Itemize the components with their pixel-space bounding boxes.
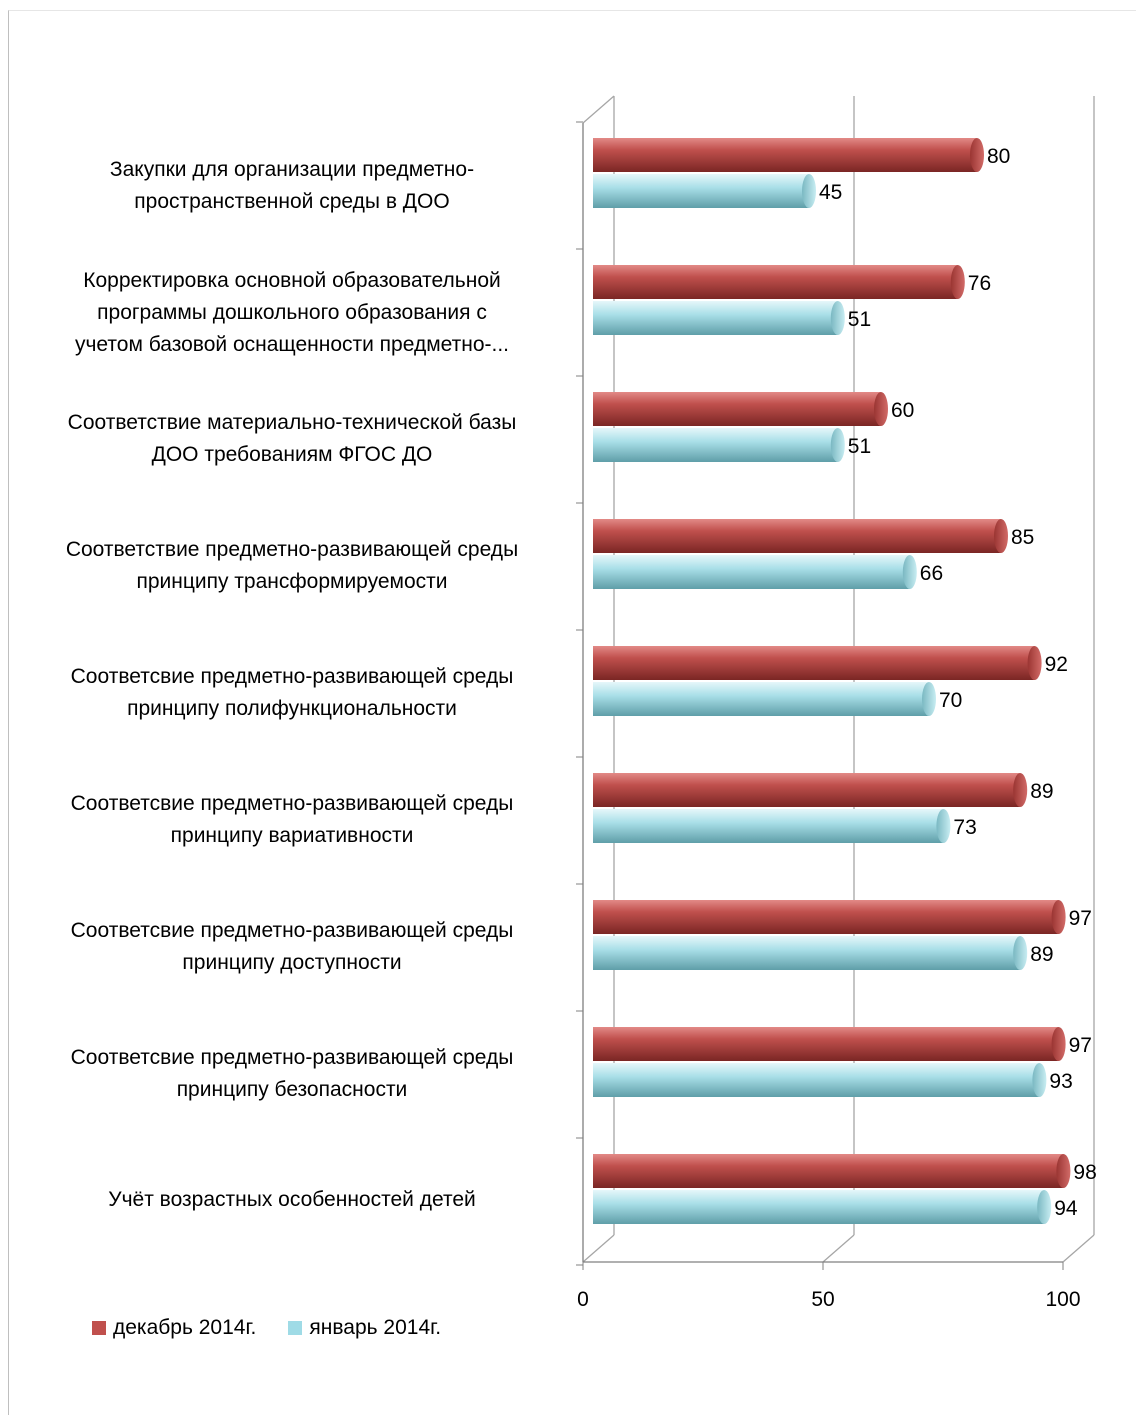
data-label: 97 (1069, 907, 1092, 930)
legend-label-january: январь 2014г. (309, 1316, 442, 1339)
bar-january (593, 1190, 1052, 1224)
data-label: 93 (1049, 1070, 1072, 1093)
data-label: 66 (920, 562, 943, 585)
floor-gridline-100 (1062, 1234, 1095, 1263)
bar-january (593, 428, 845, 462)
legend-swatch-january (288, 1321, 303, 1335)
data-label: 80 (987, 145, 1010, 168)
data-label: 89 (1030, 943, 1053, 966)
category-label: Соответсвие предметно-развивающей среды … (70, 1046, 514, 1101)
data-label: 73 (953, 816, 976, 839)
floor-gridline-0 (582, 1234, 615, 1263)
category-label: Учёт возрастных особенностей детей (108, 1188, 476, 1211)
bar-december (593, 1154, 1071, 1188)
data-label: 92 (1045, 653, 1068, 676)
data-label: 94 (1054, 1197, 1078, 1220)
x-tick-label: 0 (577, 1288, 589, 1311)
bar-january (593, 682, 936, 716)
data-label: 98 (1073, 1161, 1096, 1184)
legend: декабрь 2014г. январь 2014г. (92, 1316, 473, 1340)
legend-swatch-december (92, 1321, 106, 1335)
x-tick-label: 50 (811, 1288, 834, 1311)
data-label: 60 (891, 399, 914, 422)
bar-january (593, 1063, 1047, 1097)
chart-frame (8, 10, 1136, 1415)
floor-gridline-50 (822, 1234, 855, 1263)
category-label: Соответсвие предметно-развивающей среды … (70, 665, 514, 720)
bar-december (593, 265, 965, 299)
legend-item-december: декабрь 2014г. (92, 1316, 256, 1340)
bar-january (593, 809, 951, 843)
bar-january (593, 555, 917, 589)
bar-december (593, 1027, 1066, 1061)
legend-item-january: январь 2014г. (288, 1316, 441, 1340)
category-label: Корректировка основной образовательной п… (74, 269, 510, 356)
category-label: Соответствие предметно-развивающей среды… (65, 538, 519, 593)
bar-december (593, 138, 984, 172)
bar-december (593, 773, 1028, 807)
bar-december (593, 392, 888, 426)
bar-january (593, 301, 845, 335)
bar-december (593, 900, 1066, 934)
data-label: 70 (939, 689, 962, 712)
category-label: Соответсвие предметно-развивающей среды … (70, 792, 514, 847)
bar-january (593, 936, 1028, 970)
data-label: 76 (968, 272, 991, 295)
x-tick-label: 100 (1045, 1288, 1080, 1311)
category-label: Закупки для организации предметно- прост… (109, 158, 475, 213)
legend-label-december: декабрь 2014г. (113, 1316, 257, 1339)
category-label: Соответствие материально-технической баз… (67, 411, 517, 466)
data-label: 85 (1011, 526, 1034, 549)
data-label: 97 (1069, 1034, 1092, 1057)
category-label: Соответсвие предметно-развивающей среды … (70, 919, 514, 974)
bar-december (593, 646, 1042, 680)
bar-december (593, 519, 1008, 553)
data-label: 45 (819, 181, 842, 204)
data-label: 51 (848, 435, 871, 458)
data-label: 89 (1030, 780, 1053, 803)
data-label: 51 (848, 308, 871, 331)
left-wall-top (582, 95, 615, 124)
bar-january (593, 174, 816, 208)
